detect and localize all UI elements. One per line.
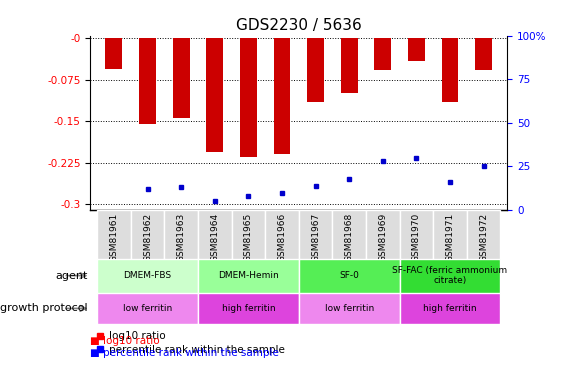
Bar <box>273 38 290 153</box>
Bar <box>467 210 500 259</box>
Text: GSM81971: GSM81971 <box>445 212 455 262</box>
Text: high ferritin: high ferritin <box>222 304 275 313</box>
Bar <box>442 38 458 102</box>
Bar <box>97 210 131 259</box>
Text: GSM81964: GSM81964 <box>210 212 219 262</box>
Text: GSM81963: GSM81963 <box>177 212 185 262</box>
Text: GSM81970: GSM81970 <box>412 212 421 262</box>
Text: ■ log10 ratio: ■ log10 ratio <box>90 336 160 346</box>
Bar <box>139 38 156 124</box>
Bar <box>299 292 399 324</box>
Text: GSM81969: GSM81969 <box>378 212 387 262</box>
Bar <box>332 210 366 259</box>
Text: GSM81965: GSM81965 <box>244 212 253 262</box>
Text: GSM81968: GSM81968 <box>345 212 354 262</box>
Bar <box>97 292 198 324</box>
Text: low ferritin: low ferritin <box>123 304 172 313</box>
Bar <box>408 38 425 60</box>
Text: GSM81962: GSM81962 <box>143 212 152 262</box>
Text: agent: agent <box>55 271 87 280</box>
Bar <box>173 38 189 117</box>
Bar <box>299 259 399 292</box>
Bar <box>399 210 433 259</box>
Bar <box>106 38 122 69</box>
Text: GSM81967: GSM81967 <box>311 212 320 262</box>
Bar <box>206 38 223 152</box>
Text: growth protocol: growth protocol <box>0 303 87 313</box>
Legend: log10 ratio, percentile rank within the sample: log10 ratio, percentile rank within the … <box>96 332 285 355</box>
Bar <box>231 210 265 259</box>
Text: ■ percentile rank within the sample: ■ percentile rank within the sample <box>90 348 279 357</box>
Bar <box>131 210 164 259</box>
Title: GDS2230 / 5636: GDS2230 / 5636 <box>236 18 361 33</box>
Text: GSM81961: GSM81961 <box>110 212 118 262</box>
Bar <box>433 210 467 259</box>
Text: high ferritin: high ferritin <box>423 304 477 313</box>
Bar <box>374 38 391 70</box>
Text: DMEM-FBS: DMEM-FBS <box>124 271 171 280</box>
Text: SF-FAC (ferric ammonium
citrate): SF-FAC (ferric ammonium citrate) <box>392 266 508 285</box>
Bar <box>399 259 500 292</box>
Bar <box>265 210 299 259</box>
Bar <box>164 210 198 259</box>
Bar <box>475 38 492 70</box>
Bar <box>198 259 299 292</box>
Text: GSM81966: GSM81966 <box>278 212 286 262</box>
Bar <box>97 259 198 292</box>
Bar <box>198 292 299 324</box>
Bar <box>366 210 399 259</box>
Text: SF-0: SF-0 <box>339 271 359 280</box>
Text: DMEM-Hemin: DMEM-Hemin <box>218 271 279 280</box>
Bar <box>341 38 357 93</box>
Bar <box>307 38 324 102</box>
Bar <box>299 210 332 259</box>
Bar <box>198 210 231 259</box>
Bar <box>240 38 257 158</box>
Text: low ferritin: low ferritin <box>325 304 374 313</box>
Text: GSM81972: GSM81972 <box>479 212 488 262</box>
Bar <box>399 292 500 324</box>
